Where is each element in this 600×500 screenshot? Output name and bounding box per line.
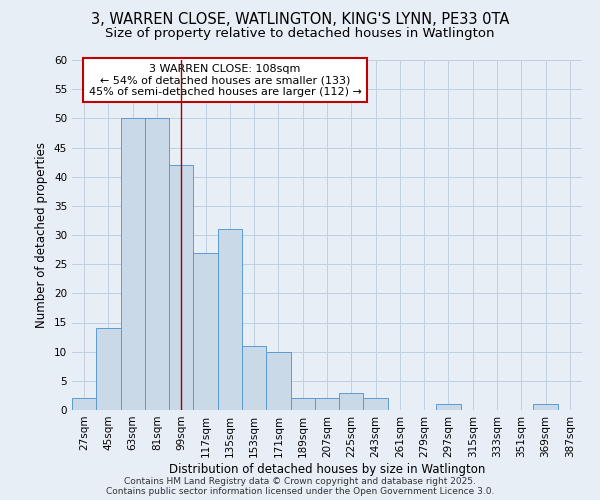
Bar [436,404,461,410]
Bar [533,404,558,410]
Bar [242,346,266,410]
X-axis label: Distribution of detached houses by size in Watlington: Distribution of detached houses by size … [169,462,485,475]
Bar [169,165,193,410]
Text: 3, WARREN CLOSE, WATLINGTON, KING'S LYNN, PE33 0TA: 3, WARREN CLOSE, WATLINGTON, KING'S LYNN… [91,12,509,28]
Text: 3 WARREN CLOSE: 108sqm
← 54% of detached houses are smaller (133)
45% of semi-de: 3 WARREN CLOSE: 108sqm ← 54% of detached… [89,64,361,96]
Bar [364,398,388,410]
Bar [266,352,290,410]
Bar [145,118,169,410]
Y-axis label: Number of detached properties: Number of detached properties [35,142,49,328]
Bar [339,392,364,410]
Bar [218,229,242,410]
Bar [121,118,145,410]
Bar [72,398,96,410]
Bar [315,398,339,410]
Bar [96,328,121,410]
Text: Size of property relative to detached houses in Watlington: Size of property relative to detached ho… [105,28,495,40]
Bar [290,398,315,410]
Bar [193,252,218,410]
Text: Contains HM Land Registry data © Crown copyright and database right 2025.
Contai: Contains HM Land Registry data © Crown c… [106,476,494,496]
